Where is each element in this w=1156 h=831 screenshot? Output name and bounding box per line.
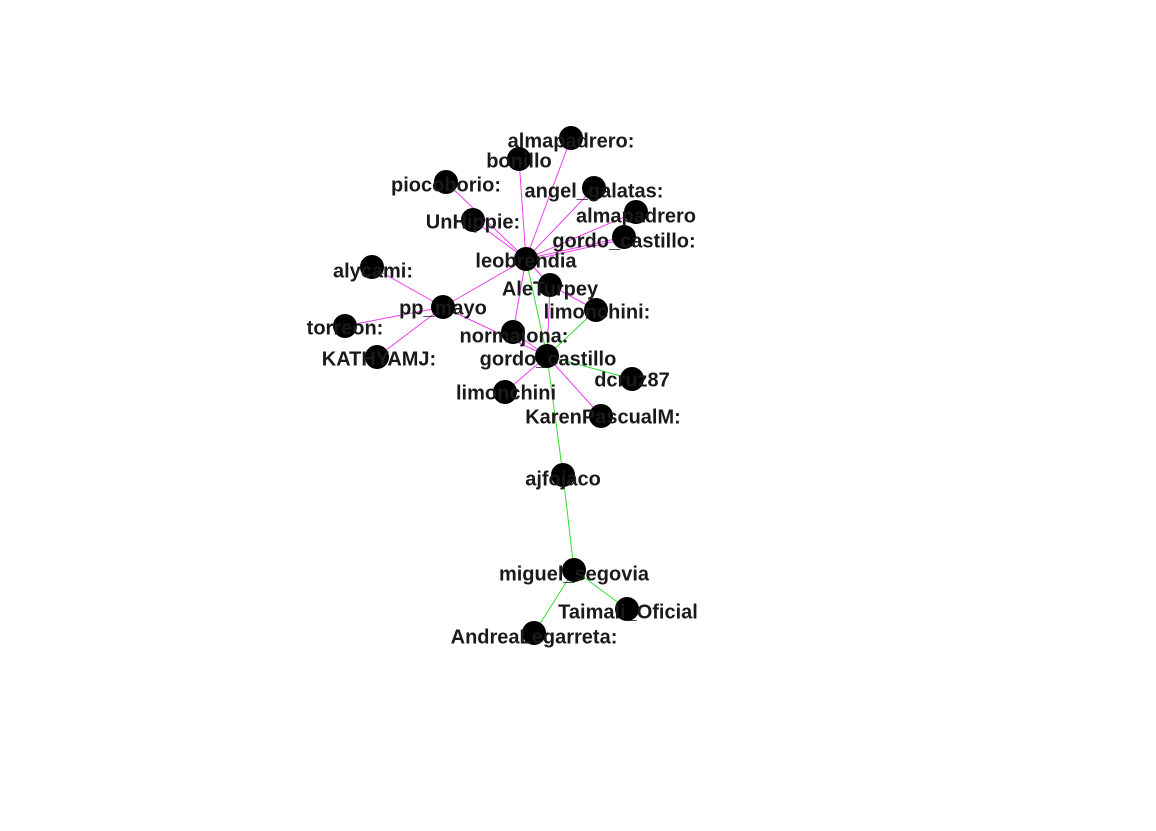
node-label-bonillo: bonillo	[486, 150, 552, 172]
edge-leobrendia-almapadrero	[525, 211, 637, 260]
node-label-dcruz87: dcruz87	[594, 369, 670, 391]
node-pp_mayo	[431, 295, 455, 319]
node-almapadrero	[624, 200, 648, 224]
node-AleTurpey	[538, 273, 562, 297]
node-label-KarenPascualM: KarenPascualM:	[525, 406, 681, 428]
node-label-AndreaLegarreta: AndreaLegarreta:	[451, 626, 618, 648]
edge-leobrendia-angel_galatas	[525, 187, 595, 260]
node-label-piocoborio: piocoborio:	[391, 174, 501, 196]
node-Taimali_Oficial	[615, 597, 639, 621]
edge-leobrendia-piocoborio	[445, 181, 527, 260]
edge-leobrendia-normajona	[512, 258, 527, 333]
edge-ajfojaco-miguel_segovia	[562, 474, 575, 571]
node-UnHippie	[461, 208, 485, 232]
node-label-UnHippie: UnHippie:	[426, 211, 520, 233]
edge-pp_mayo-KATHYAMJ	[376, 306, 444, 358]
node-normajona	[501, 320, 525, 344]
node-KATHYAMJ	[365, 345, 389, 369]
node-torreon	[333, 314, 357, 338]
node-piocoborio	[434, 170, 458, 194]
node-layer	[333, 126, 648, 645]
node-almapadrero_c	[559, 126, 583, 150]
node-label-angel_galatas: angel_galatas:	[525, 180, 664, 202]
node-limonchini_c	[584, 298, 608, 322]
node-label-almapadrero: almapadrero	[576, 205, 696, 227]
node-ajfojaco	[551, 463, 575, 487]
node-label-limonchini: limonchini	[456, 382, 556, 404]
node-dcruz87	[620, 367, 644, 391]
node-label-gordo_castillo: gordo_castillo	[480, 348, 617, 370]
edge-gordo_castillo-KarenPascualM	[546, 355, 602, 417]
edge-layer	[344, 137, 637, 634]
node-bonillo	[507, 147, 531, 171]
node-KarenPascualM	[589, 404, 613, 428]
node-alycami	[360, 255, 384, 279]
node-label-miguel_segovia: miguel_segovia	[499, 563, 650, 585]
edge-pp_mayo-alycami	[371, 266, 444, 308]
edge-leobrendia-gordo_castillo	[525, 258, 548, 357]
node-label-alycami: alycami:	[333, 260, 413, 282]
node-label-pp_mayo: pp_mayo	[399, 297, 487, 319]
node-leobrendia	[514, 247, 538, 271]
node-label-limonchini_c: limonchini:	[544, 301, 651, 323]
node-limonchini	[493, 380, 517, 404]
edge-leobrendia-almapadrero_c	[525, 137, 572, 260]
edge-pp_mayo-torreon	[344, 306, 444, 327]
edge-miguel_segovia-AndreaLegarreta	[533, 569, 575, 634]
edge-leobrendia-pp_mayo	[442, 258, 527, 308]
node-AndreaLegarreta	[522, 621, 546, 645]
edge-pp_mayo-gordo_castillo	[442, 306, 548, 357]
node-label-normajona: normajona:	[460, 325, 569, 347]
node-gordo_castillo_c	[612, 225, 636, 249]
node-angel_galatas	[582, 176, 606, 200]
edge-gordo_castillo-dcruz87	[546, 355, 633, 380]
node-miguel_segovia	[562, 558, 586, 582]
node-label-leobrendia: leobrendia	[475, 250, 577, 272]
node-label-ajfojaco: ajfojaco	[525, 468, 601, 490]
node-label-AleTurpey: AleTurpey	[502, 278, 599, 300]
edge-leobrendia-gordo_castillo_c	[525, 236, 625, 260]
node-label-KATHYAMJ: KATHYAMJ:	[322, 348, 436, 370]
node-label-gordo_castillo_c: gordo_castillo:	[552, 230, 695, 252]
node-gordo_castillo	[535, 344, 559, 368]
node-label-Taimali_Oficial: Taimali_Oficial	[558, 601, 698, 623]
edge-leobrendia-gordo_castillo_c	[526, 238, 625, 262]
edge-gordo_castillo-ajfojaco	[546, 355, 564, 476]
node-label-torreon: torreon:	[307, 317, 384, 339]
edge-leobrendia-bonillo	[518, 158, 527, 260]
node-label-almapadrero_c: almapadrero:	[508, 130, 635, 152]
